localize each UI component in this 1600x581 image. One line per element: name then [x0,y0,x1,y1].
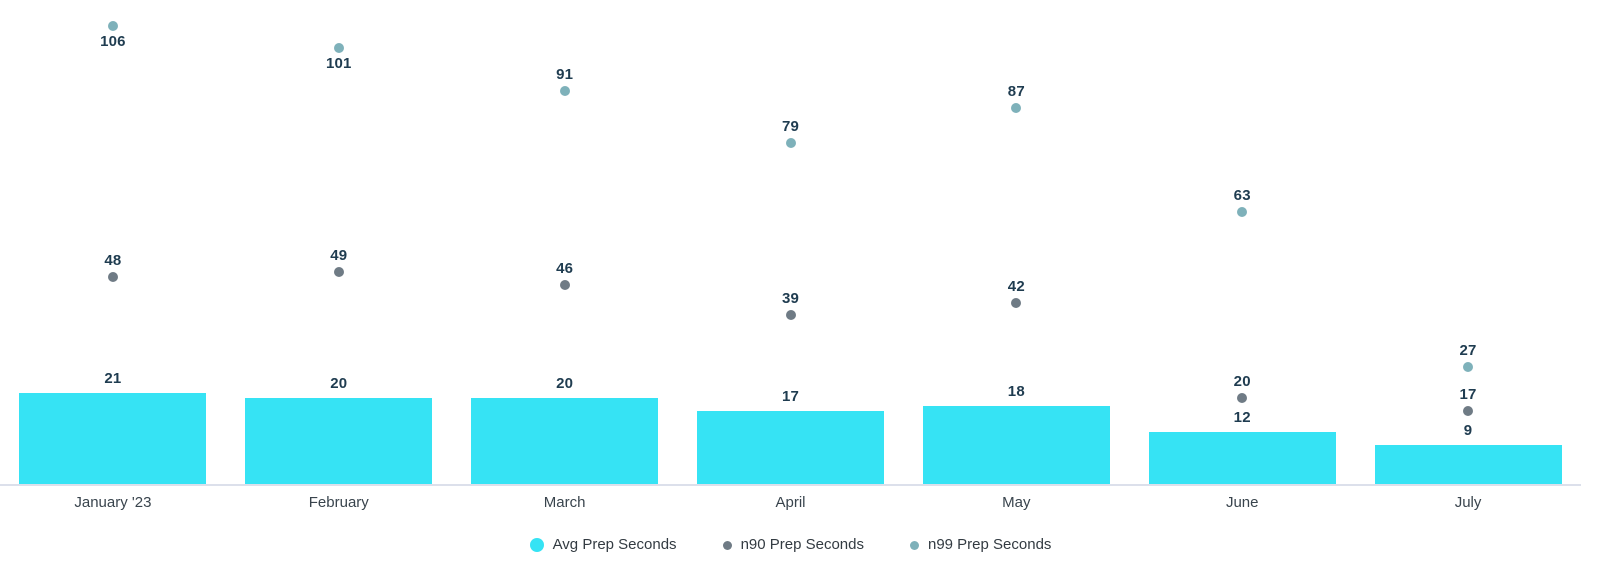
bar-avg-prep-seconds-february[interactable] [245,397,433,484]
point-n99-prep-seconds-may[interactable] [1011,103,1022,114]
point-n99-prep-seconds-april[interactable] [785,137,796,148]
data-label-n99-prep-seconds-5: 63 [1233,186,1251,204]
x-axis-label-may: May [1002,494,1031,511]
x-axis-label-june: June [1225,494,1259,511]
bar-avg-prep-seconds-june[interactable] [1148,432,1336,484]
point-n99-prep-seconds-march[interactable] [559,85,570,96]
plot-area: 21 20 20 17 18 12 9 48 49 46 39 42 20 17 106 101 91 79 87 6… [19,20,1562,484]
data-label-avg-prep-seconds-6: 9 [1463,422,1473,440]
data-label-n90-prep-seconds-2: 46 [556,260,574,278]
x-axis-label-february: February [308,494,369,511]
bar-avg-prep-seconds-january-23[interactable] [19,393,207,484]
data-label-n99-prep-seconds-4: 87 [1007,83,1025,101]
legend-label-avg-prep-seconds: Avg Prep Seconds [552,536,677,553]
x-axis-label-april: April [775,494,806,511]
data-label-n99-prep-seconds-1: 101 [325,54,352,72]
legend-label-n99-prep-seconds: n99 Prep Seconds [927,536,1052,553]
data-label-avg-prep-seconds-5: 12 [1233,409,1251,427]
legend-item-n90-prep-seconds[interactable]: n90 Prep Seconds [722,536,864,554]
data-label-n90-prep-seconds-6: 17 [1459,385,1477,403]
data-label-n90-prep-seconds-3: 39 [781,290,800,308]
point-n90-prep-seconds-july[interactable] [1463,405,1474,416]
data-label-n90-prep-seconds-0: 48 [104,251,122,269]
data-label-n99-prep-seconds-6: 27 [1459,342,1477,360]
data-label-avg-prep-seconds-3: 17 [781,387,800,405]
point-n99-prep-seconds-january-23[interactable] [107,20,118,31]
point-n99-prep-seconds-july[interactable] [1463,362,1474,373]
data-label-avg-prep-seconds-0: 21 [104,370,122,388]
x-axis-label-july: July [1454,494,1482,511]
data-label-avg-prep-seconds-1: 20 [330,374,348,392]
data-label-n90-prep-seconds-1: 49 [330,247,348,265]
data-label-avg-prep-seconds-2: 20 [556,374,574,392]
legend-item-avg-prep-seconds[interactable]: Avg Prep Seconds [529,536,677,554]
x-axis-label-march: March [543,494,586,511]
bar-avg-prep-seconds-april[interactable] [697,410,884,484]
point-n90-prep-seconds-april[interactable] [785,310,796,321]
legend-marker-n99-prep-seconds-icon [909,540,919,550]
x-axis-line [0,484,1581,486]
data-label-n90-prep-seconds-4: 42 [1007,277,1025,295]
legend-marker-n90-prep-seconds-icon [722,540,732,550]
legend-item-n99-prep-seconds[interactable]: n99 Prep Seconds [909,536,1052,554]
legend-marker-avg-prep-seconds-icon [529,538,544,552]
data-label-n99-prep-seconds-2: 91 [556,65,574,83]
bar-avg-prep-seconds-july[interactable] [1374,445,1562,484]
point-n90-prep-seconds-february[interactable] [333,267,344,278]
point-n90-prep-seconds-january-23[interactable] [107,271,118,282]
legend-label-n90-prep-seconds: n90 Prep Seconds [740,536,864,553]
point-n90-prep-seconds-june[interactable] [1237,392,1248,403]
point-n99-prep-seconds-june[interactable] [1237,206,1248,217]
bar-avg-prep-seconds-march[interactable] [471,397,659,484]
data-label-avg-prep-seconds-4: 18 [1007,383,1025,401]
data-label-n99-prep-seconds-0: 106 [100,32,126,50]
x-axis-label-january-23: January '23 [74,494,152,511]
point-n90-prep-seconds-march[interactable] [559,280,570,291]
point-n99-prep-seconds-february[interactable] [333,42,344,53]
data-label-n99-prep-seconds-3: 79 [781,117,800,135]
bar-avg-prep-seconds-may[interactable] [922,406,1110,484]
point-n90-prep-seconds-may[interactable] [1011,297,1022,308]
legend: Avg Prep Seconds n90 Prep Seconds n99 Prep… [0,532,1581,558]
data-label-n90-prep-seconds-5: 20 [1233,372,1251,390]
